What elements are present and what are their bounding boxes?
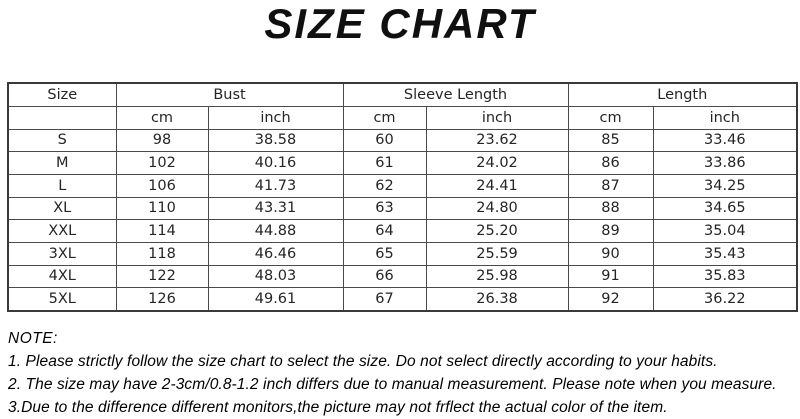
cell-sleeve-inch: 25.59 [425,241,569,266]
cell-bust-cm: 102 [115,151,209,175]
unit-header-sleeve-inch: inch [425,105,569,130]
cell-size: 4XL [7,264,117,289]
cell-bust-cm: 110 [115,196,209,221]
notes-section: NOTE: 1. Please strictly follow the size… [8,327,800,419]
unit-header-bust-cm: cm [115,105,209,130]
cell-sleeve-inch: 26.38 [425,287,569,311]
col-header-length: Length [567,82,798,107]
cell-size: 5XL [7,287,117,311]
col-header-sleeve-length: Sleeve Length [342,82,569,107]
notes-heading: NOTE: [8,329,58,347]
cell-size: XL [7,196,117,221]
cell-length-inch: 33.46 [652,128,798,153]
cell-bust-inch: 44.88 [207,219,344,243]
cell-sleeve-inch: 25.20 [425,219,569,243]
cell-length-inch: 34.65 [652,196,798,221]
cell-size: 3XL [7,241,117,266]
cell-sleeve-cm: 65 [342,241,427,266]
cell-sleeve-cm: 67 [342,287,427,311]
cell-sleeve-inch: 25.98 [425,264,569,289]
table-row-xl: XL 110 43.31 63 24.80 88 34.65 [7,196,798,221]
cell-bust-inch: 49.61 [207,287,344,311]
cell-length-cm: 90 [567,241,654,266]
cell-bust-cm: 98 [115,128,209,153]
cell-sleeve-inch: 24.41 [425,173,569,198]
cell-bust-inch: 41.73 [207,173,344,198]
cell-length-cm: 85 [567,128,654,153]
cell-length-cm: 89 [567,219,654,243]
table-row-4xl: 4XL 122 48.03 66 25.98 91 35.83 [7,264,798,289]
size-chart-table: Size Bust Sleeve Length Length cm inch c… [7,82,799,312]
table-row-3xl: 3XL 118 46.46 65 25.59 90 35.43 [7,241,798,266]
cell-size: S [7,128,117,153]
note-line-1: 1. Please strictly follow the size chart… [8,352,718,370]
cell-bust-inch: 48.03 [207,264,344,289]
cell-sleeve-cm: 66 [342,264,427,289]
cell-bust-cm: 122 [115,264,209,289]
unit-header-bust-inch: inch [207,105,344,130]
table-row-l: L 106 41.73 62 24.41 87 34.25 [7,173,798,198]
cell-length-cm: 86 [567,151,654,175]
cell-length-cm: 87 [567,173,654,198]
cell-sleeve-cm: 64 [342,219,427,243]
table-row-xxl: XXL 114 44.88 64 25.20 89 35.04 [7,219,798,243]
table-header-row-units: cm inch cm inch cm inch [7,105,798,130]
cell-bust-inch: 43.31 [207,196,344,221]
table-header-row-groups: Size Bust Sleeve Length Length [7,82,798,107]
page-title: SIZE CHART [264,0,536,47]
cell-bust-inch: 40.16 [207,151,344,175]
cell-size: XXL [7,219,117,243]
cell-length-inch: 33.86 [652,151,798,175]
cell-sleeve-cm: 63 [342,196,427,221]
unit-header-sleeve-cm: cm [342,105,427,130]
cell-length-cm: 91 [567,264,654,289]
col-header-size: Size [7,82,117,107]
cell-sleeve-inch: 24.80 [425,196,569,221]
cell-length-inch: 36.22 [652,287,798,311]
cell-sleeve-inch: 24.02 [425,151,569,175]
table-row-5xl: 5XL 126 49.61 67 26.38 92 36.22 [7,287,798,311]
cell-size: L [7,173,117,198]
note-line-2: 2. The size may have 2-3cm/0.8-1.2 inch … [8,375,777,393]
cell-sleeve-inch: 23.62 [425,128,569,153]
cell-length-inch: 35.43 [652,241,798,266]
cell-length-inch: 34.25 [652,173,798,198]
cell-length-cm: 88 [567,196,654,221]
unit-header-length-cm: cm [567,105,654,130]
cell-length-inch: 35.04 [652,219,798,243]
cell-sleeve-cm: 62 [342,173,427,198]
cell-bust-cm: 106 [115,173,209,198]
col-header-bust: Bust [115,82,344,107]
col-header-size-empty [7,105,117,130]
note-line-3: 3.Due to the difference different monito… [8,398,668,416]
cell-sleeve-cm: 60 [342,128,427,153]
cell-length-cm: 92 [567,287,654,311]
cell-bust-cm: 118 [115,241,209,266]
table-row-m: M 102 40.16 61 24.02 86 33.86 [7,151,798,175]
cell-bust-inch: 46.46 [207,241,344,266]
unit-header-length-inch: inch [652,105,798,130]
cell-bust-inch: 38.58 [207,128,344,153]
cell-size: M [7,151,117,175]
table-row-s: S 98 38.58 60 23.62 85 33.46 [7,128,798,153]
cell-bust-cm: 126 [115,287,209,311]
cell-length-inch: 35.83 [652,264,798,289]
cell-bust-cm: 114 [115,219,209,243]
cell-sleeve-cm: 61 [342,151,427,175]
